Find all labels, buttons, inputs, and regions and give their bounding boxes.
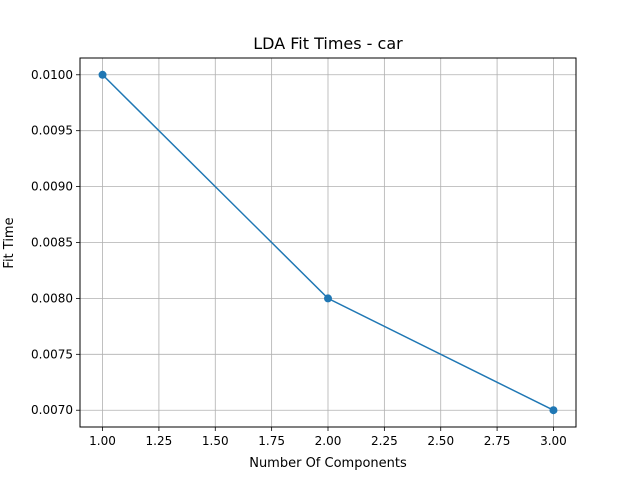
x-tick-label: 2.50 [427,434,454,448]
x-tick-label: 3.00 [540,434,567,448]
y-tick-label: 0.0080 [31,291,73,305]
y-tick-label: 0.0085 [31,236,73,250]
grid-lines [80,58,576,427]
x-tick-label: 1.75 [258,434,285,448]
y-tick-label: 0.0100 [31,68,73,82]
data-point [324,294,332,303]
x-tick-label: 2.00 [315,434,342,448]
y-tick-label: 0.0075 [31,347,73,361]
x-tick-label: 1.00 [89,434,116,448]
data-point [98,70,107,79]
y-axis-label: Fit Time [2,217,17,268]
x-tick-label: 2.25 [371,434,398,448]
chart-title: LDA Fit Times - car [253,34,403,53]
x-axis-ticks: 1.00 1.25 1.50 1.75 2.00 2.25 2.50 2.75 3.00 [89,427,567,448]
x-axis-label: Number Of Components [249,456,407,471]
y-axis-ticks: 0.0070 0.0075 0.0080 0.0085 0.0090 0.0095 0.01… [31,68,80,417]
data-point [549,406,558,415]
data-series [98,70,558,415]
x-tick-label: 1.25 [146,434,173,448]
x-tick-label: 1.50 [202,434,229,448]
y-tick-label: 0.0070 [31,403,73,417]
x-tick-label: 2.75 [484,434,511,448]
y-tick-label: 0.0090 [31,180,73,194]
y-tick-label: 0.0095 [31,124,73,138]
